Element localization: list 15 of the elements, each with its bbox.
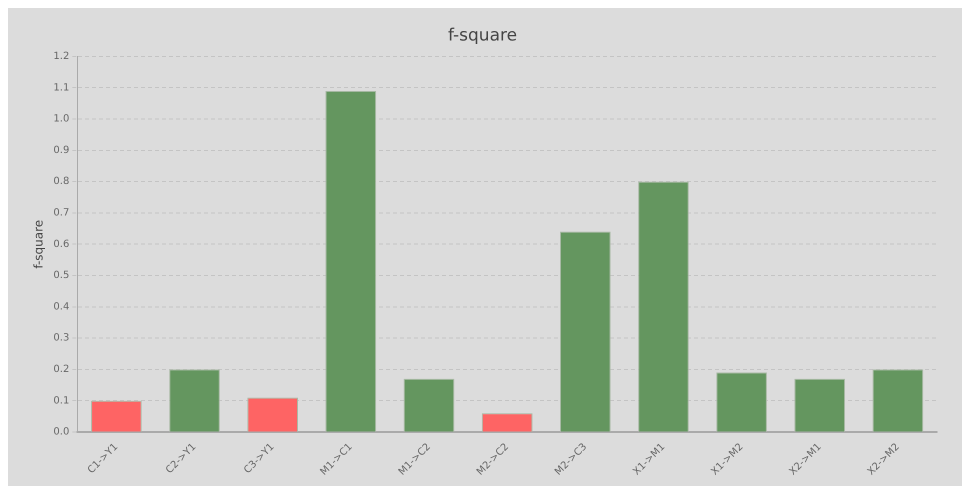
y-tick-label: 0.2 xyxy=(53,364,70,375)
y-tick-label: 1.0 xyxy=(53,114,70,125)
y-tick-label: 0.3 xyxy=(53,332,70,344)
y-tick-label: 0.0 xyxy=(53,426,70,438)
y-tick-label: 0.1 xyxy=(53,395,70,406)
y-tick-label: 0.8 xyxy=(53,176,70,188)
y-tick-label: 0.7 xyxy=(53,207,70,218)
y-tick-label: 0.9 xyxy=(53,144,70,156)
y-axis-title: f-square xyxy=(31,220,46,269)
y-tick-label: 0.5 xyxy=(53,270,70,282)
y-tick-label: 0.4 xyxy=(53,301,70,312)
y-tick-label: 0.6 xyxy=(53,238,70,250)
y-tick-label: 1.2 xyxy=(53,50,70,62)
chart-title: f-square xyxy=(448,26,518,46)
y-tick-label: 1.1 xyxy=(53,82,70,94)
